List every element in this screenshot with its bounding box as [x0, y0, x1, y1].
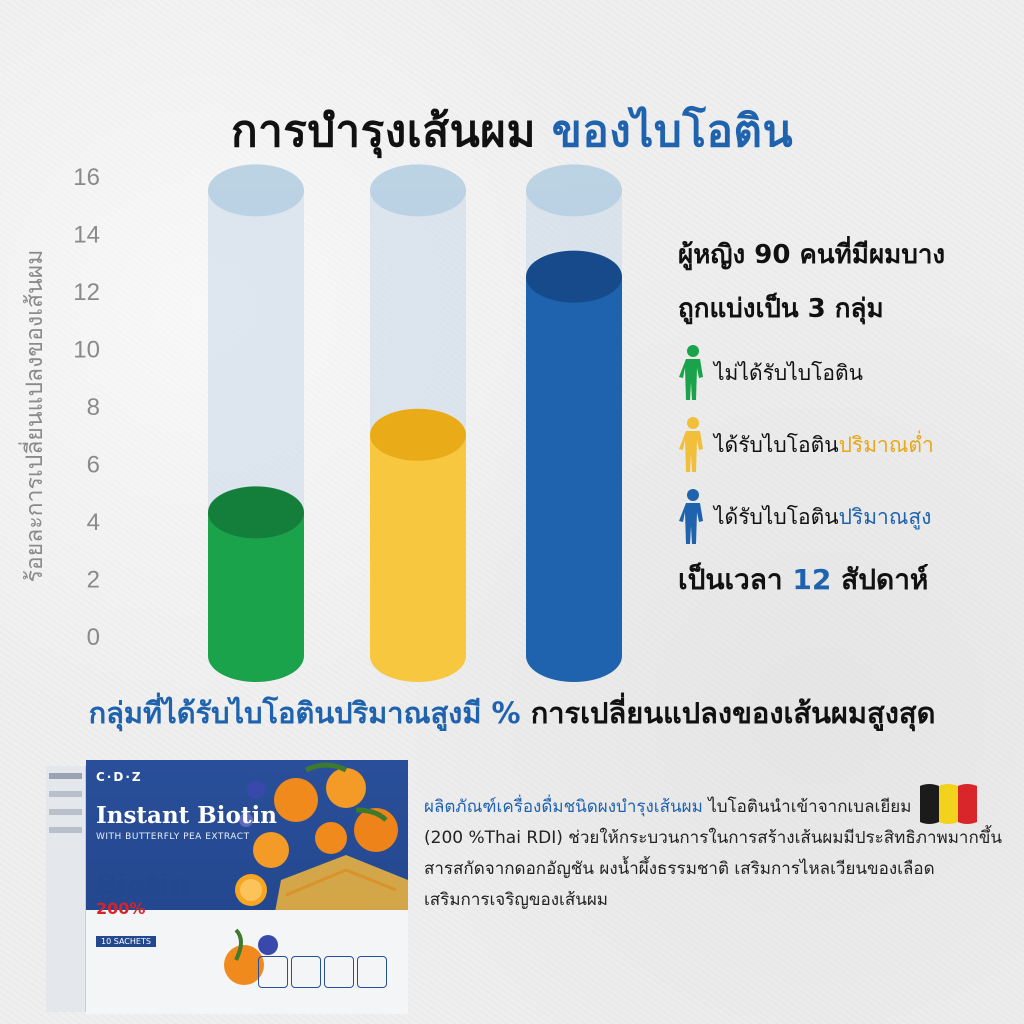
bar-base [208, 630, 304, 682]
conclusion-rest: การเปลี่ยนแปลงของเส้นผมสูงสุด [530, 696, 936, 730]
conclusion-text: กลุ่มที่ได้รับไบโอตินปริมาณสูงมี % การเป… [0, 690, 1024, 736]
legend-label-main: ไม่ได้รับไบโอติน [714, 360, 863, 385]
y-tick-label: 6 [87, 452, 100, 479]
bar-capacity-top [370, 164, 466, 217]
bar-top [526, 250, 622, 303]
title-main: การบำรุงเส้นผม [230, 106, 536, 157]
legend-label-main: ได้รับไบโอติน [714, 504, 839, 529]
product-name: Instant Biotin [96, 802, 277, 829]
legend-label: ไม่ได้รับไบโอติน [714, 357, 863, 390]
flag-stripe [920, 784, 939, 824]
legend-item: ได้รับไบโอตินปริมาณต่ำ [678, 410, 1018, 480]
page-title: การบำรุงเส้นผม ของไบโอติน [0, 96, 1024, 166]
legend-label: ได้รับไบโอตินปริมาณสูง [714, 501, 931, 534]
bar-capacity-top [208, 164, 304, 217]
y-tick-label: 12 [73, 279, 100, 306]
product-description: ผลิตภัณฑ์เครื่องดื่มชนิดผงบำรุงเส้นผม ไบ… [424, 792, 1016, 916]
orange-slice-illustration [224, 874, 278, 985]
biotin-percent: 200% [96, 899, 146, 918]
duration-prefix: เป็นเวลา [678, 563, 783, 596]
box-side-panel [46, 766, 86, 1012]
bar-group [526, 164, 622, 682]
y-tick-label: 2 [87, 567, 100, 594]
description-line-1: ผลิตภัณฑ์เครื่องดื่มชนิดผงบำรุงเส้นผม ไบ… [424, 792, 1016, 823]
product-subtitle: WITH BUTTERFLY PEA EXTRACT [96, 832, 250, 842]
person-icon-green [679, 345, 703, 400]
person-icon-yellow [679, 417, 703, 472]
bar [370, 434, 466, 656]
conclusion-accent: กลุ่มที่ได้รับไบโอตินปริมาณสูงมี % [88, 696, 521, 730]
flag-stripe [958, 784, 977, 824]
nutrition-badges [258, 956, 387, 988]
belgium-flag-icon [920, 784, 977, 824]
bar [526, 276, 622, 656]
legend: ไม่ได้รับไบโอติน ได้รับไบโอตินปริมาณต่ำ ได… [678, 338, 1018, 552]
biotin-label: Biotin [96, 868, 190, 901]
y-tick-label: 16 [73, 164, 100, 191]
flag-stripe [939, 784, 958, 824]
description-line-1-rest: ไบโอตินนำเข้าจากเบลเยียม [708, 797, 912, 817]
legend-label-main: ได้รับไบโอติน [714, 432, 839, 457]
description-line-3: สารสกัดจากดอกอัญชัน ผงน้ำผึ้งธรรมชาติ เส… [424, 859, 935, 879]
y-tick-label: 0 [87, 624, 100, 651]
bar-chart: 0 2 4 6 8 10 12 14 16 [73, 164, 622, 682]
person-icon-blue [679, 489, 703, 544]
bar-base [370, 630, 466, 682]
bar-base [526, 630, 622, 682]
legend-label-highlight: ปริมาณสูง [838, 504, 932, 529]
product-box-image: C·D·Z Instant Biotin WITH BUTTERFLY PEA … [46, 760, 408, 1014]
info-heading-1: ผู้หญิง 90 คนที่มีผมบาง [678, 240, 946, 270]
y-tick-label: 10 [73, 337, 100, 364]
y-tick-label: 4 [87, 509, 100, 536]
duration-text: เป็นเวลา 12 สัปดาห์ [678, 558, 1018, 602]
y-axis-ticks: 0 2 4 6 8 10 12 14 16 [73, 164, 100, 651]
y-tick-label: 14 [73, 222, 100, 249]
duration-suffix: สัปดาห์ [841, 563, 929, 596]
title-accent: ของไบโอติน [551, 106, 794, 157]
description-line-2: (200 %Thai RDI) ช่วยให้กระบวนการในการสร้… [424, 828, 1003, 848]
brand-logo: C·D·Z [96, 770, 143, 784]
bar-capacity-top [526, 164, 622, 217]
legend-label: ได้รับไบโอตินปริมาณต่ำ [714, 429, 934, 462]
y-tick-label: 8 [87, 394, 100, 421]
bar-group [208, 164, 304, 682]
bar-group [370, 164, 466, 682]
legend-item: ได้รับไบโอตินปริมาณสูง [678, 482, 1018, 552]
description-lead: ผลิตภัณฑ์เครื่องดื่มชนิดผงบำรุงเส้นผม [424, 797, 703, 817]
info-panel: ผู้หญิง 90 คนที่มีผมบาง ถูกแบ่งเป็น 3 กล… [678, 228, 1018, 602]
legend-label-highlight: ปริมาณต่ำ [838, 432, 934, 457]
info-heading-2: ถูกแบ่งเป็น 3 กลุ่ม [678, 294, 884, 324]
bar-top [208, 486, 304, 539]
sachets-badge: 10 SACHETS [96, 936, 156, 947]
bars [208, 164, 622, 682]
duration-number: 12 [792, 563, 832, 596]
legend-item: ไม่ได้รับไบโอติน [678, 338, 1018, 408]
box-front-panel: C·D·Z Instant Biotin WITH BUTTERFLY PEA … [86, 760, 408, 1014]
bar-top [370, 408, 466, 461]
description-line-4: เสริมการเจริญของเส้นผม [424, 890, 608, 910]
